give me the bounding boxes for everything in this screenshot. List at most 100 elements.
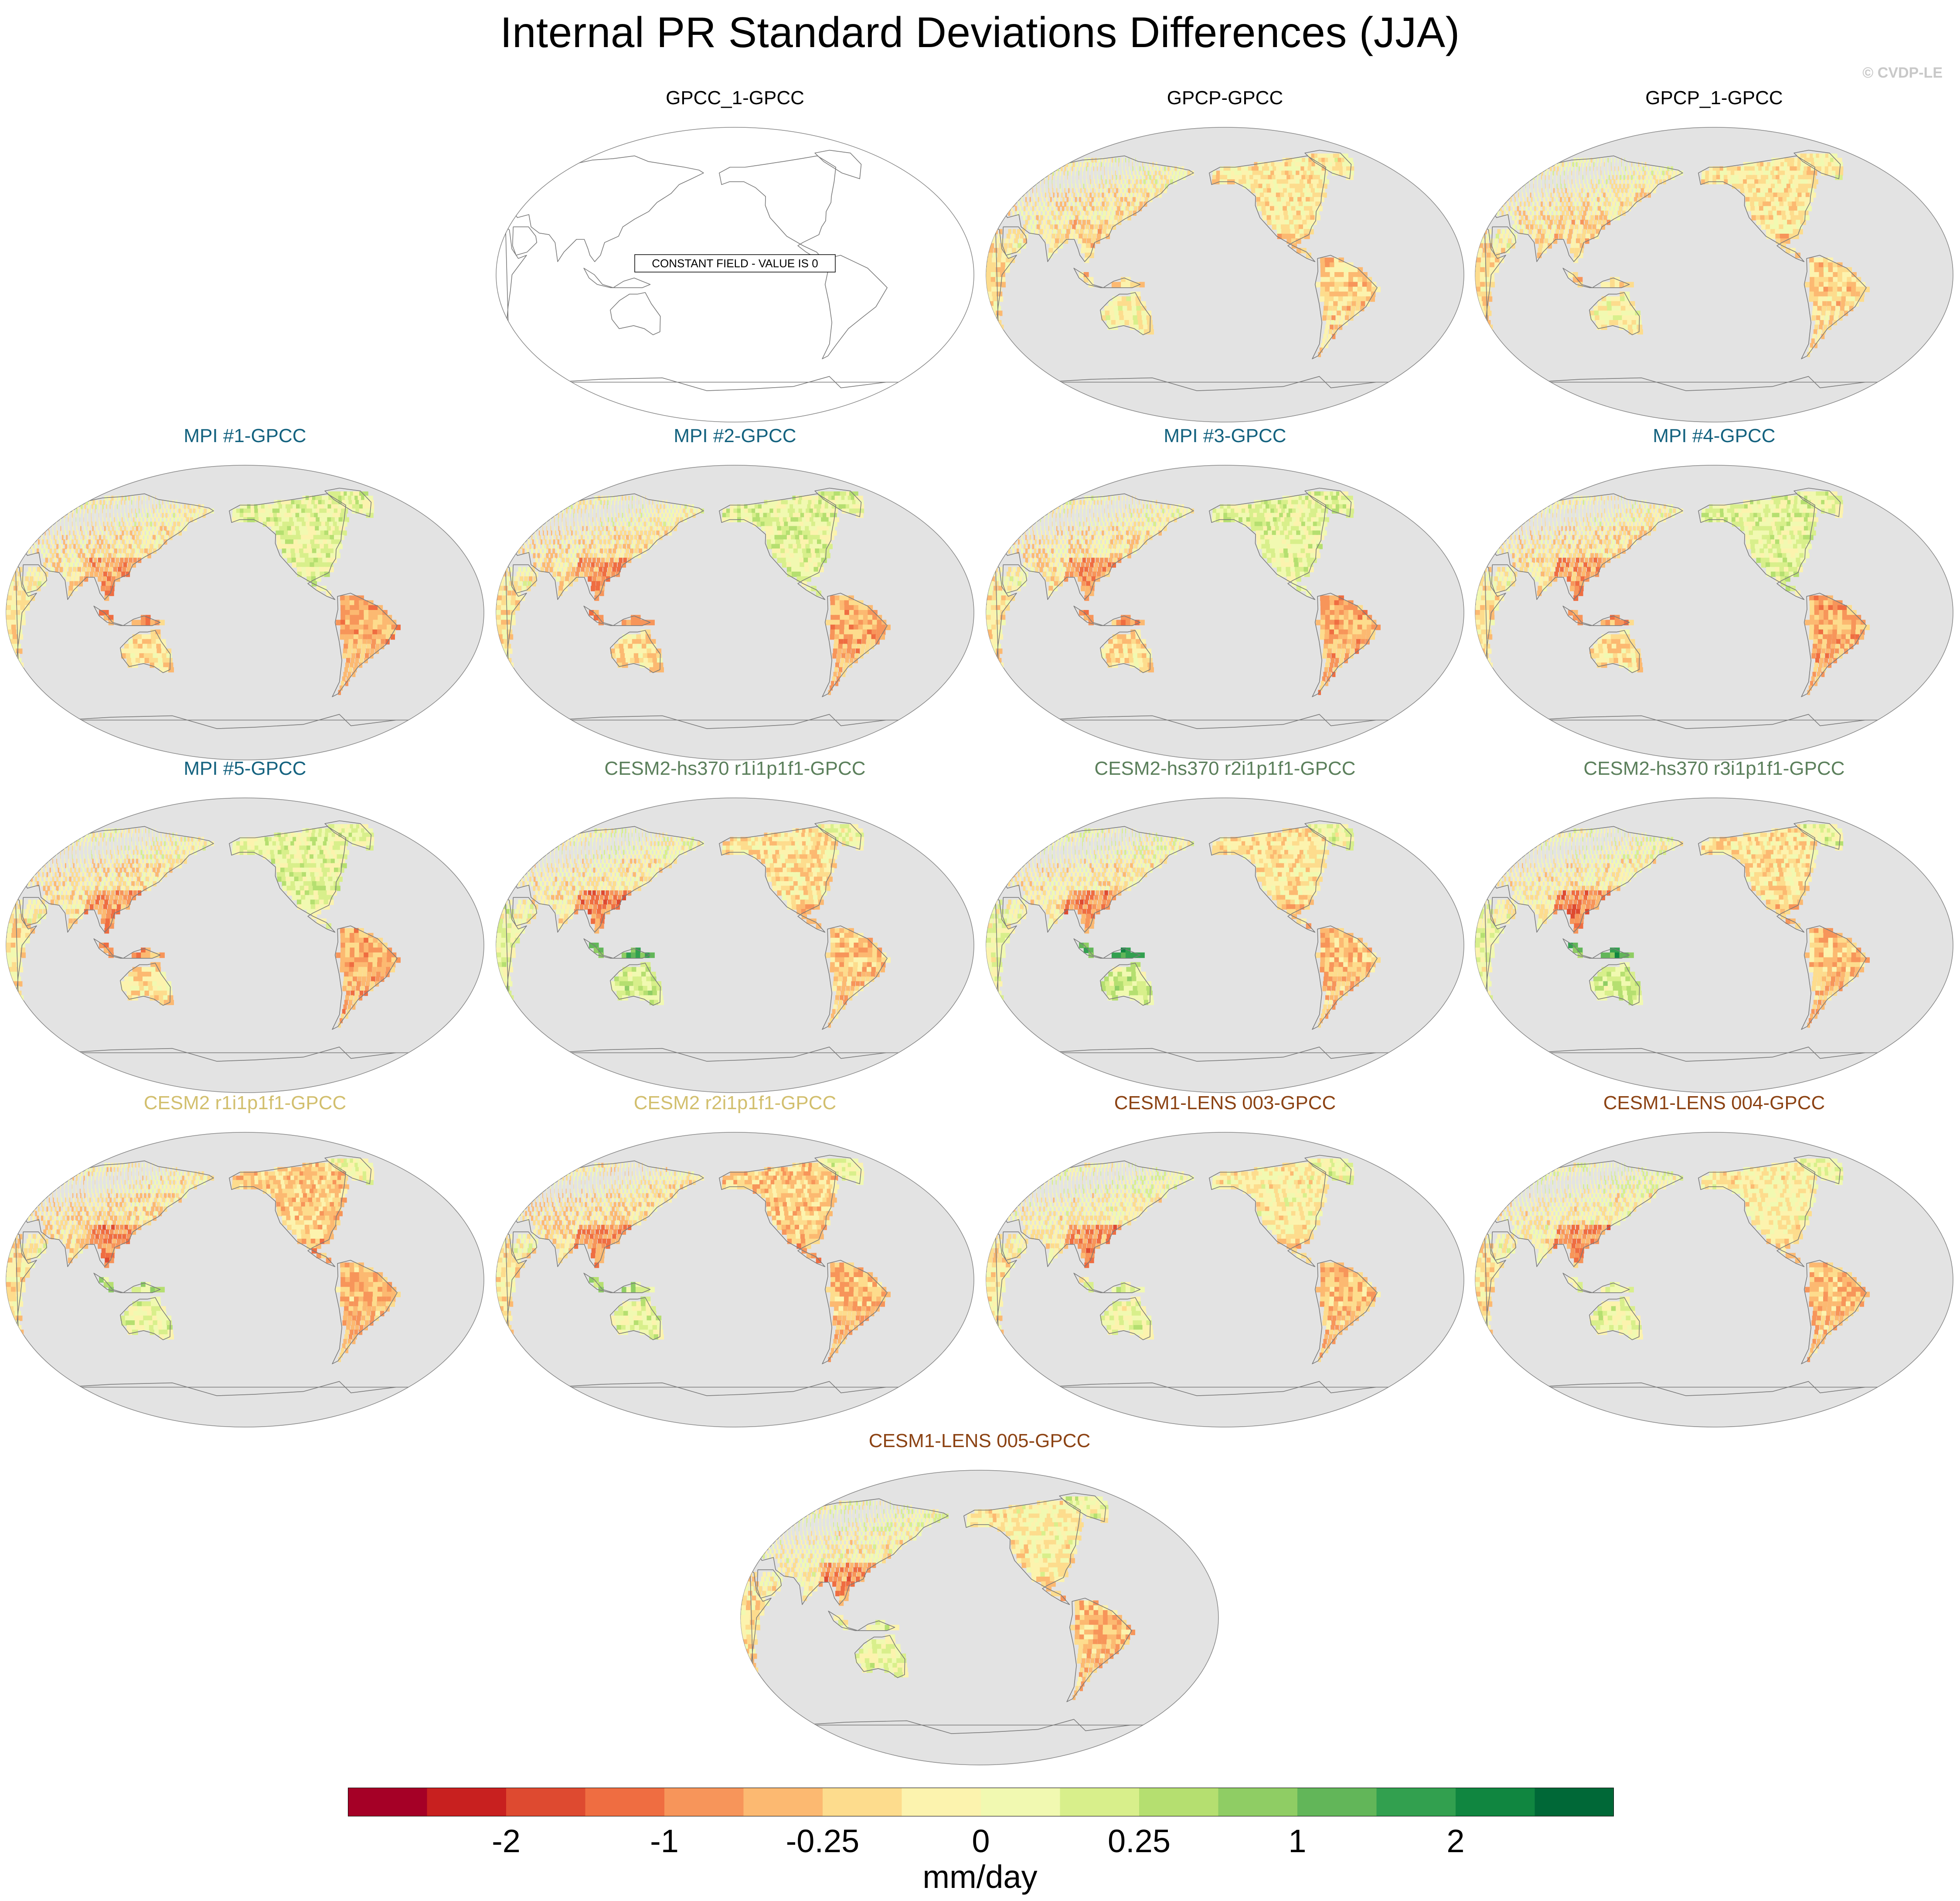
land-cell <box>787 572 793 577</box>
land-cell <box>766 539 772 545</box>
land-cell <box>1765 224 1771 230</box>
land-cell <box>377 624 382 630</box>
land-cell <box>877 620 882 626</box>
land-cell <box>310 562 316 568</box>
land-cell <box>110 517 111 522</box>
land-cell <box>312 517 318 522</box>
land-cell <box>305 508 311 514</box>
land-cell <box>1575 166 1576 171</box>
land-cell <box>634 526 636 531</box>
land-cell <box>835 600 840 606</box>
land-cell <box>160 508 162 514</box>
land-cell <box>1545 201 1547 207</box>
land-cell <box>1500 234 1504 239</box>
land-cell <box>1017 229 1021 235</box>
constant-field-box <box>634 254 836 273</box>
land-cell <box>289 504 295 509</box>
land-cell <box>1153 184 1156 189</box>
land-cell <box>1293 166 1300 171</box>
land-cell <box>1057 229 1061 235</box>
land-cell <box>62 572 67 577</box>
land-cell <box>313 535 319 540</box>
land-cell <box>684 504 687 509</box>
land-cell <box>610 648 616 654</box>
land-cell <box>1025 197 1027 202</box>
land-cell <box>589 521 591 527</box>
land-cell <box>987 291 994 297</box>
land-cell <box>1275 215 1281 221</box>
land-cell <box>813 526 819 531</box>
land-cell <box>1238 170 1243 176</box>
land-cell <box>124 504 125 509</box>
land-cell <box>1771 234 1776 239</box>
land-cell <box>636 634 642 640</box>
land-cell <box>595 590 599 596</box>
land-cell <box>1583 211 1586 216</box>
land-cell <box>271 526 276 531</box>
land-cell <box>1303 179 1310 184</box>
land-cell <box>1551 229 1555 235</box>
land-cell <box>116 572 121 577</box>
land-cell <box>1339 282 1344 288</box>
land-cell <box>1050 224 1054 230</box>
land-cell <box>1345 162 1354 167</box>
land-cell <box>1093 175 1094 180</box>
land-cell <box>1272 192 1278 198</box>
land-cell <box>105 586 110 592</box>
land-cell <box>659 535 663 540</box>
land-cell <box>1290 229 1296 235</box>
land-cell <box>1124 197 1127 202</box>
land-cell <box>306 544 313 549</box>
land-cell <box>996 291 1003 297</box>
land-cell <box>167 658 173 664</box>
land-cell <box>1796 188 1802 194</box>
land-cell <box>1150 166 1152 171</box>
land-cell <box>569 521 571 527</box>
land-cell <box>1299 188 1305 194</box>
land-cell <box>807 513 814 518</box>
land-cell <box>136 517 139 522</box>
land-cell <box>1075 166 1077 171</box>
land-cell <box>1146 315 1152 321</box>
land-cell <box>618 513 619 518</box>
land-cell <box>1604 157 1606 163</box>
land-cell <box>1303 201 1309 207</box>
land-cell <box>1556 170 1558 176</box>
land-cell <box>89 558 93 563</box>
land-cell <box>1060 220 1064 225</box>
land-cell <box>821 504 828 509</box>
land-cell <box>1104 175 1106 180</box>
land-cell <box>10 615 16 621</box>
land-cell <box>148 526 151 531</box>
land-cell <box>1619 184 1622 189</box>
land-cell <box>1215 179 1220 184</box>
land-cell <box>135 500 136 505</box>
land-cell <box>1104 162 1106 167</box>
panel-title: MPI #1-GPCC <box>184 425 306 446</box>
land-cell <box>993 234 997 239</box>
land-cell <box>99 535 102 540</box>
land-cell <box>1334 272 1340 278</box>
land-cell <box>503 653 510 659</box>
land-cell <box>1749 192 1754 198</box>
land-cell <box>1592 197 1596 202</box>
land-cell <box>560 504 562 509</box>
land-cell <box>1093 201 1096 207</box>
land-cell <box>1536 234 1540 239</box>
land-cell <box>1823 296 1827 302</box>
land-cell <box>1586 234 1590 239</box>
land-cell <box>1791 220 1797 225</box>
land-cell <box>177 513 179 518</box>
land-cell <box>589 572 593 577</box>
land-cell <box>1655 179 1658 184</box>
land-cell <box>1760 188 1766 194</box>
land-cell <box>1045 192 1046 198</box>
land-cell <box>516 590 521 596</box>
land-cell <box>1759 170 1765 176</box>
land-cell <box>138 504 139 509</box>
land-cell <box>1034 197 1035 202</box>
land-cell <box>1291 243 1297 249</box>
land-cell <box>1547 197 1549 202</box>
land-cell <box>800 539 806 545</box>
land-cell <box>163 526 167 531</box>
